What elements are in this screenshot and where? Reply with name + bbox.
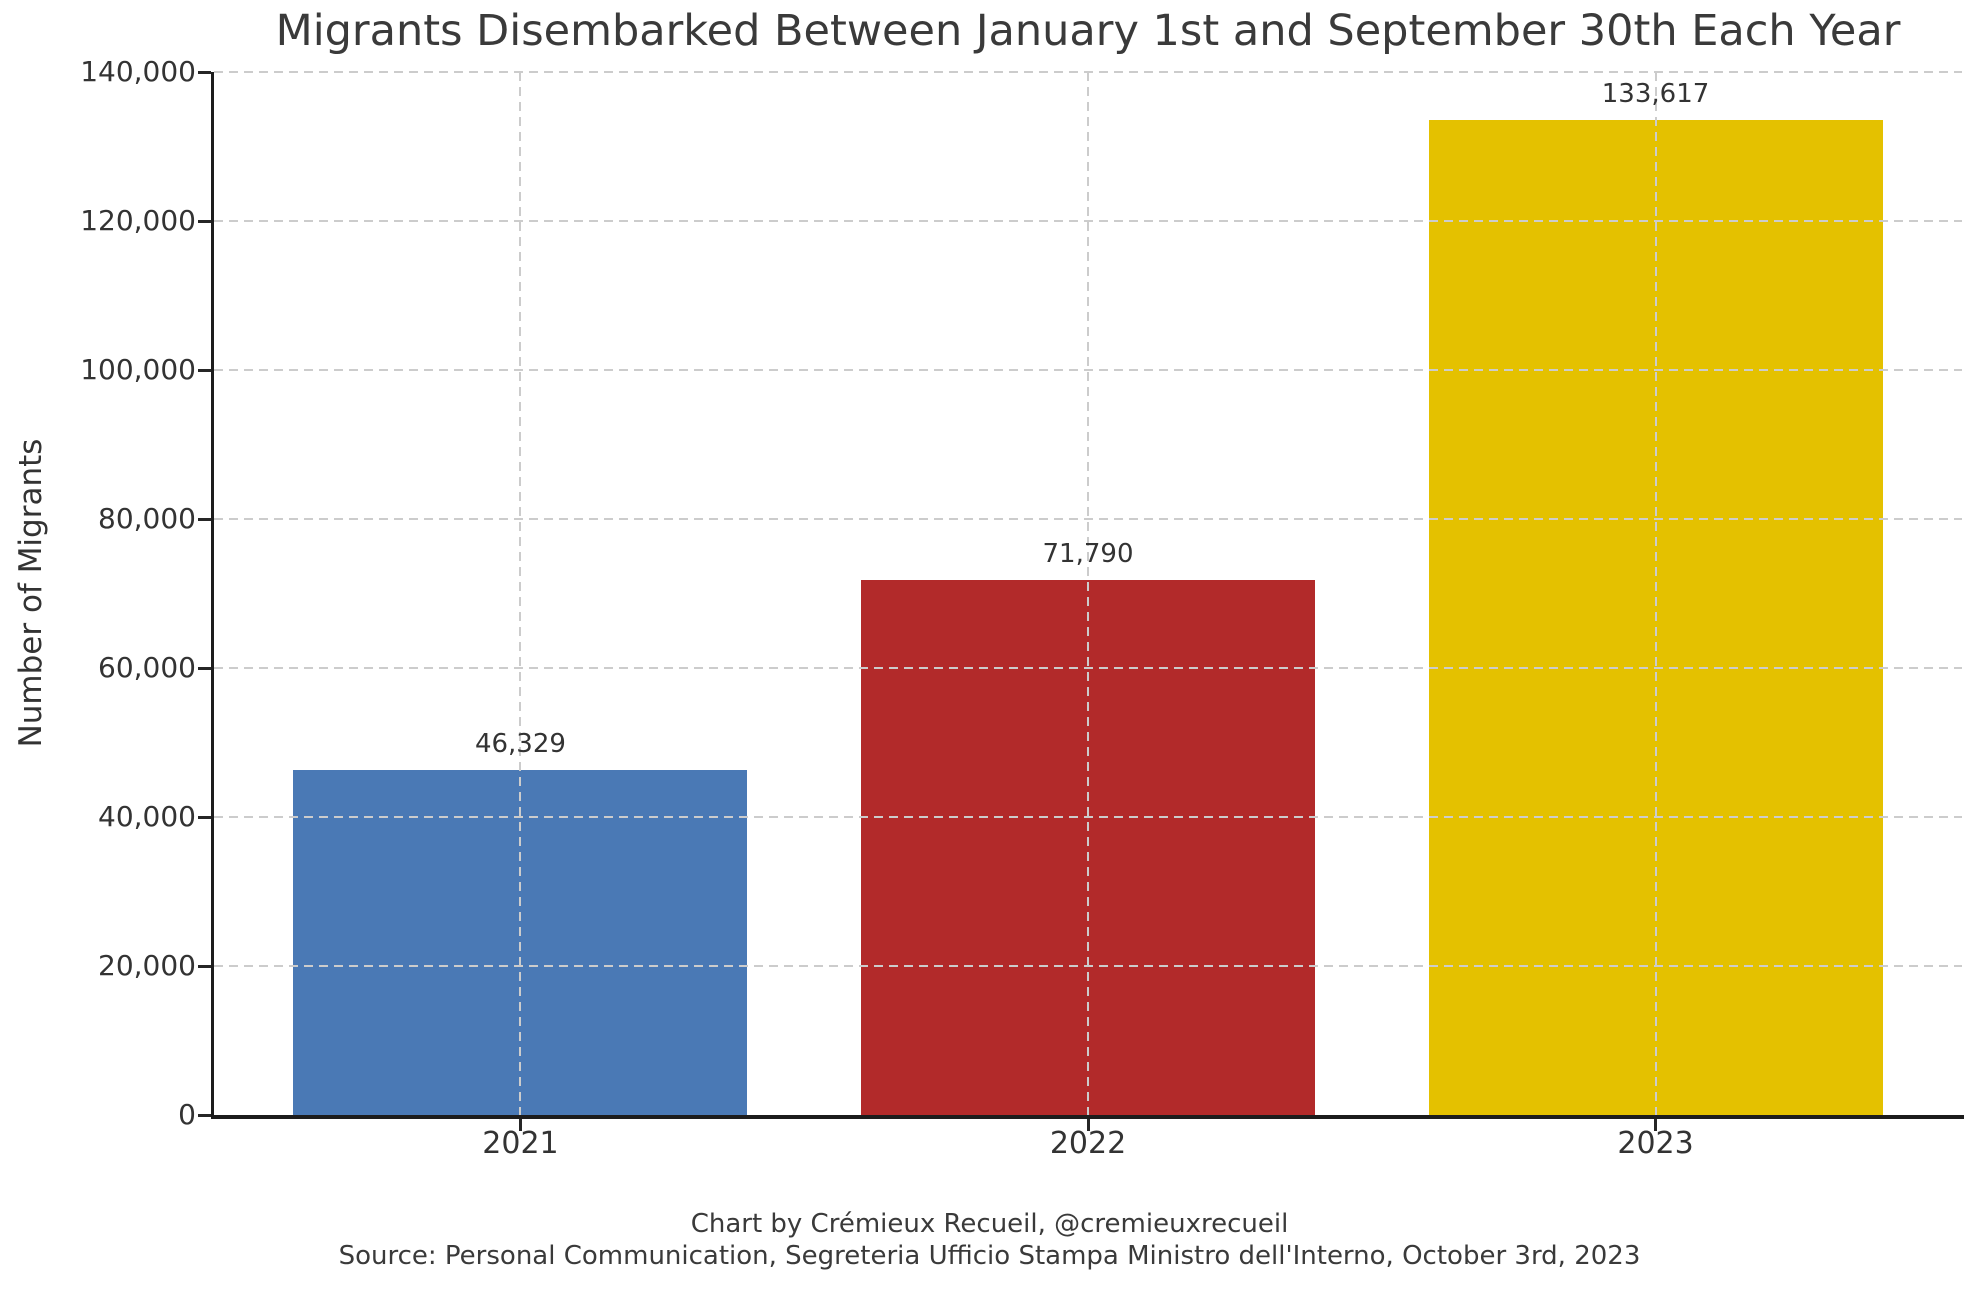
bar-value-label: 46,329	[474, 728, 566, 759]
y-axis-label: Number of Migrants	[13, 438, 49, 748]
y-axis-tick-mark	[198, 517, 211, 521]
y-axis-tick-mark	[198, 219, 211, 223]
y-axis-tick-label: 80,000	[98, 502, 196, 535]
y-axis-tick-label: 0	[178, 1098, 196, 1131]
y-axis-tick-label: 120,000	[80, 204, 196, 237]
x-axis-tick-mark	[1654, 1119, 1658, 1131]
y-axis-tick-label: 60,000	[98, 651, 196, 684]
bar-value-label: 71,790	[1042, 539, 1134, 570]
source-line: Source: Personal Communication, Segreter…	[338, 1241, 1641, 1271]
x-axis-tick-mark	[518, 1119, 522, 1131]
y-axis-tick-mark	[198, 1113, 211, 1117]
x-axis-tick-label: 2022	[1049, 1126, 1127, 1161]
y-axis-tick-mark	[198, 964, 211, 968]
y-axis-tick-mark	[198, 666, 211, 670]
gridline-vertical	[1654, 72, 1657, 1115]
plot-area: 46,329 71,790 133,617	[214, 71, 1962, 1115]
y-axis-tick-mark	[198, 70, 211, 74]
x-axis-spine	[211, 1115, 1964, 1119]
y-axis-tick-label: 100,000	[80, 353, 196, 386]
y-axis-spine	[211, 72, 214, 1119]
bar-value-label: 133,617	[1601, 78, 1710, 109]
y-axis-tick-mark	[198, 815, 211, 819]
gridline-vertical	[519, 72, 522, 1115]
x-axis-tick-mark	[1086, 1119, 1090, 1131]
gridline-vertical	[1087, 72, 1089, 1115]
chart-title: Migrants Disembarked Between January 1st…	[275, 6, 1901, 56]
x-axis-tick-label: 2023	[1617, 1126, 1694, 1161]
x-axis-tick-label: 2021	[482, 1126, 559, 1161]
y-axis-tick-label: 40,000	[98, 800, 196, 833]
credit-line: Chart by Crémieux Recueil, @cremieuxrecu…	[690, 1209, 1289, 1239]
y-axis-tick-label: 20,000	[98, 949, 196, 982]
y-axis-tick-label: 140,000	[80, 55, 196, 88]
y-axis-tick-mark	[198, 368, 211, 372]
